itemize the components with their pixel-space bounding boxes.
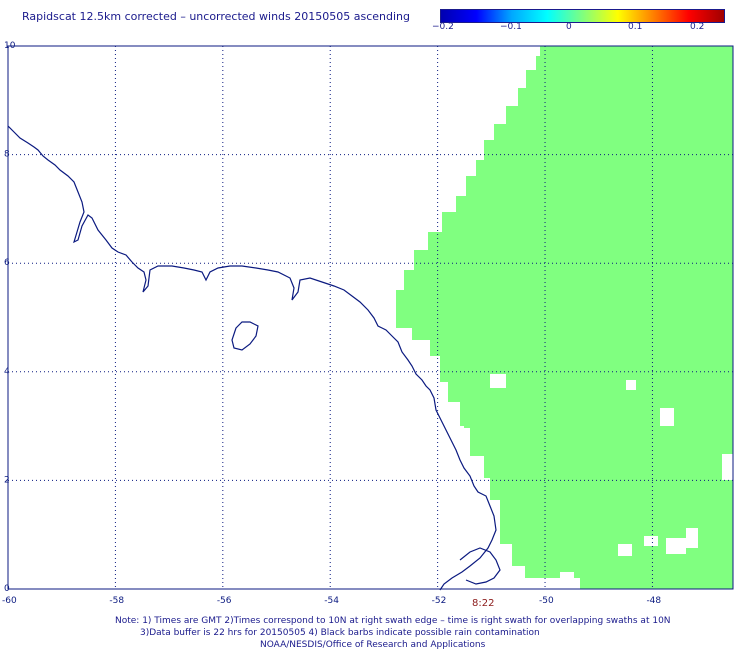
colorbar-tick: 0 [566, 22, 572, 32]
swath-gap [454, 426, 464, 446]
map-title: Rapidscat 12.5km corrected – uncorrected… [22, 10, 411, 23]
latitude-label: 0 [4, 584, 10, 594]
colorbar-tick: 0.1 [628, 22, 643, 32]
coastline [7, 125, 497, 591]
longitude-label: -58 [109, 596, 124, 606]
map-frame [7, 45, 734, 590]
colorbar-tick: −0.1 [500, 22, 522, 32]
island [231, 321, 259, 351]
longitude-label: -48 [646, 596, 661, 606]
latitude-label: 8 [4, 150, 10, 160]
colorbar-tick: −0.2 [432, 22, 454, 32]
swath-polygon [396, 46, 733, 589]
colorbar-tick: 0.2 [690, 22, 705, 32]
longitude-label: -52 [432, 596, 447, 606]
longitude-label: -50 [539, 596, 554, 606]
longitude-labels: -60-58-56-54-52-50-48-46 [2, 596, 661, 606]
longitude-label: -54 [324, 596, 339, 606]
latitude-label: 6 [4, 258, 10, 268]
swath-gap [660, 408, 674, 426]
swath-gap [644, 536, 658, 546]
river-mouth [459, 547, 501, 585]
swath-gap [560, 572, 574, 586]
latitude-label: 10 [4, 41, 16, 51]
note-line-2: 3)Data buffer is 22 hrs for 20150505 4) … [140, 628, 540, 638]
swath-gap [666, 538, 686, 554]
longitude-label: -60 [2, 596, 17, 606]
swath-gap [490, 374, 506, 388]
latitude-label: 2 [4, 475, 10, 485]
latitude-labels: 10 8 6 4 2 0 [4, 41, 16, 594]
swath-gap [722, 454, 733, 480]
note-line-1: Note: 1) Times are GMT 2)Times correspon… [115, 616, 671, 626]
swath-time-label: 8:22 [472, 598, 494, 609]
swath-gap [618, 544, 632, 556]
swath-gap [626, 380, 636, 390]
note-line-3: NOAA/NESDIS/Office of Research and Appli… [260, 640, 486, 650]
colorbar [440, 9, 725, 23]
swath-gap [686, 528, 698, 548]
longitude-label: -56 [217, 596, 232, 606]
swath-area [396, 46, 733, 589]
latitude-label: 4 [4, 367, 10, 377]
